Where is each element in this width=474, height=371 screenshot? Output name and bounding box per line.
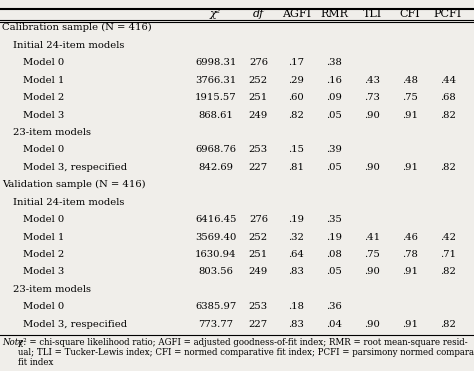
Text: .05: .05 [326,163,342,172]
Text: 6998.31: 6998.31 [195,58,237,67]
Text: CFI: CFI [400,10,420,19]
Text: 227: 227 [249,163,268,172]
Text: Calibration sample (N = 416): Calibration sample (N = 416) [2,23,152,32]
Text: .91: .91 [402,163,418,172]
Text: .68: .68 [440,93,456,102]
Text: .78: .78 [402,250,418,259]
Text: Model 2: Model 2 [23,250,64,259]
Text: 249: 249 [249,267,268,276]
Text: 868.61: 868.61 [198,111,233,119]
Text: .36: .36 [326,302,342,311]
Text: .90: .90 [364,320,380,329]
Text: .64: .64 [288,250,304,259]
Text: 6968.76: 6968.76 [195,145,236,154]
Text: 253: 253 [249,145,268,154]
Text: Model 2: Model 2 [23,93,64,102]
Text: .38: .38 [326,58,342,67]
Text: PCFI: PCFI [434,10,462,19]
Text: .43: .43 [364,76,380,85]
Text: χ²: χ² [210,10,221,19]
Text: .90: .90 [364,163,380,172]
Text: TLI: TLI [363,10,382,19]
Text: 1915.57: 1915.57 [195,93,237,102]
Text: 803.56: 803.56 [198,267,233,276]
Text: .39: .39 [326,145,342,154]
Text: Model 0: Model 0 [23,145,64,154]
Text: .82: .82 [440,163,456,172]
Text: 6385.97: 6385.97 [195,302,237,311]
Text: 252: 252 [249,76,268,85]
Text: Model 1: Model 1 [23,233,64,242]
Text: .82: .82 [288,111,304,119]
Text: Initial 24-item models: Initial 24-item models [13,198,125,207]
Text: .60: .60 [288,93,304,102]
Text: .09: .09 [326,93,342,102]
Text: RMR: RMR [320,10,348,19]
Text: 773.77: 773.77 [198,320,233,329]
Text: .41: .41 [364,233,380,242]
Text: .81: .81 [288,163,304,172]
Text: .05: .05 [326,267,342,276]
Text: 253: 253 [249,302,268,311]
Text: Model 3: Model 3 [23,111,64,119]
Text: Model 0: Model 0 [23,302,64,311]
Text: .83: .83 [288,267,304,276]
Text: .29: .29 [288,76,304,85]
Text: 227: 227 [249,320,268,329]
Text: .73: .73 [364,93,380,102]
Text: 252: 252 [249,233,268,242]
Text: .19: .19 [326,233,342,242]
Text: 276: 276 [249,58,268,67]
Text: Model 3, respecified: Model 3, respecified [23,320,127,329]
Text: 3766.31: 3766.31 [195,76,237,85]
Text: df: df [253,10,264,19]
Text: .04: .04 [326,320,342,329]
Text: .18: .18 [288,302,304,311]
Text: Model 0: Model 0 [23,215,64,224]
Text: 23-item models: 23-item models [13,285,91,294]
Text: Validation sample (N = 416): Validation sample (N = 416) [2,180,146,189]
Text: χ² = chi-square likelihood ratio; AGFI = adjusted goodness-of-fit index; RMR = r: χ² = chi-square likelihood ratio; AGFI =… [18,338,474,368]
Text: Initial 24-item models: Initial 24-item models [13,41,125,50]
Text: Model 3: Model 3 [23,267,64,276]
Text: .46: .46 [402,233,418,242]
Text: .44: .44 [440,76,456,85]
Text: .05: .05 [326,111,342,119]
Text: 1630.94: 1630.94 [195,250,237,259]
Text: .82: .82 [440,267,456,276]
Text: .16: .16 [326,76,342,85]
Text: 251: 251 [249,93,268,102]
Text: .91: .91 [402,111,418,119]
Text: 6416.45: 6416.45 [195,215,237,224]
Text: .82: .82 [440,320,456,329]
Text: .15: .15 [288,145,304,154]
Text: Model 0: Model 0 [23,58,64,67]
Text: Note.: Note. [2,338,29,347]
Text: .71: .71 [440,250,456,259]
Text: .90: .90 [364,267,380,276]
Text: .17: .17 [288,58,304,67]
Text: 276: 276 [249,215,268,224]
Text: Model 1: Model 1 [23,76,64,85]
Text: .83: .83 [288,320,304,329]
Text: Model 3, respecified: Model 3, respecified [23,163,127,172]
Text: .91: .91 [402,267,418,276]
Text: 842.69: 842.69 [198,163,233,172]
Text: .75: .75 [402,93,418,102]
Text: .82: .82 [440,111,456,119]
Text: .35: .35 [326,215,342,224]
Text: .48: .48 [402,76,418,85]
Text: 251: 251 [249,250,268,259]
Text: 249: 249 [249,111,268,119]
Text: .19: .19 [288,215,304,224]
Text: .08: .08 [326,250,342,259]
Text: .90: .90 [364,111,380,119]
Text: .75: .75 [364,250,380,259]
Text: AGFI: AGFI [282,10,311,19]
Text: 3569.40: 3569.40 [195,233,237,242]
Text: .91: .91 [402,320,418,329]
Text: .32: .32 [288,233,304,242]
Text: .42: .42 [440,233,456,242]
Text: 23-item models: 23-item models [13,128,91,137]
